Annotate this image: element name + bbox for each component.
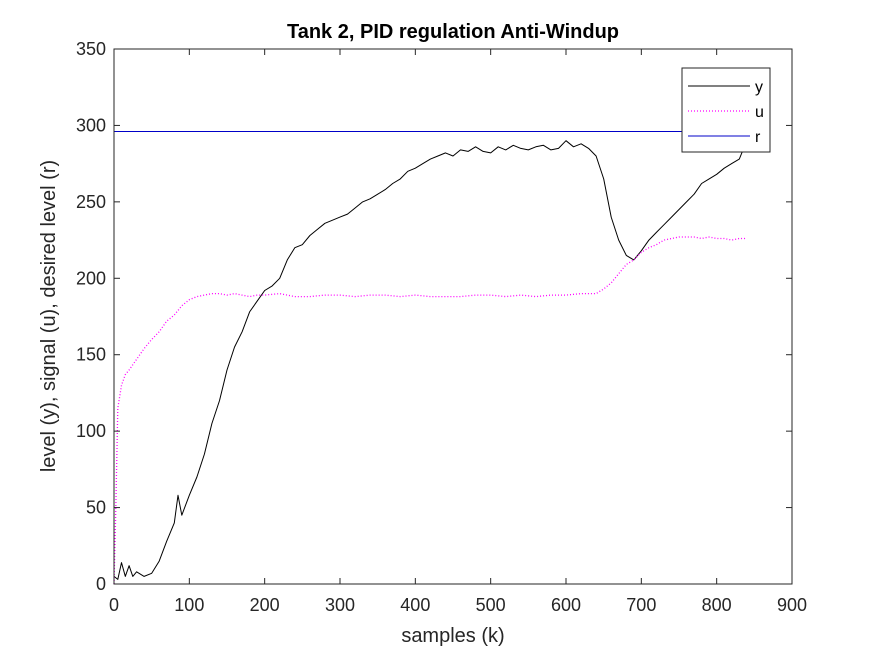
legend-label-r: r bbox=[755, 129, 761, 146]
x-tick-label: 700 bbox=[626, 595, 656, 615]
y-tick-label: 250 bbox=[76, 192, 106, 212]
x-tick-label: 200 bbox=[250, 595, 280, 615]
y-tick-label: 150 bbox=[76, 345, 106, 365]
x-axis-label: samples (k) bbox=[401, 625, 504, 647]
y-tick-label: 300 bbox=[76, 115, 106, 135]
legend-label-y: y bbox=[755, 79, 763, 96]
x-tick-label: 500 bbox=[476, 595, 506, 615]
y-axis: 0 50 100 150 200 250 300 350 bbox=[76, 39, 792, 594]
y-tick-label: 200 bbox=[76, 268, 106, 288]
legend-box bbox=[681, 67, 771, 153]
series-layer bbox=[113, 131, 748, 585]
x-tick-label: 400 bbox=[400, 595, 430, 615]
y-tick-label: 0 bbox=[96, 574, 106, 594]
x-tick-label: 100 bbox=[174, 595, 204, 615]
x-tick-label: 800 bbox=[702, 595, 732, 615]
legend: y u r bbox=[681, 67, 771, 153]
x-axis: 0 100 200 300 400 500 600 700 800 900 bbox=[109, 49, 807, 615]
x-tick-label: 900 bbox=[777, 595, 807, 615]
x-tick-label: 300 bbox=[325, 595, 355, 615]
legend-label-u: u bbox=[755, 104, 764, 121]
chart-title: Tank 2, PID regulation Anti-Windup bbox=[287, 21, 619, 43]
y-tick-label: 100 bbox=[76, 421, 106, 441]
x-tick-label: 600 bbox=[551, 595, 581, 615]
y-tick-label: 350 bbox=[76, 39, 106, 59]
y-axis-label: level (y), signal (u), desired level (r) bbox=[38, 160, 60, 472]
y-tick-label: 50 bbox=[86, 498, 106, 518]
plot-area bbox=[114, 49, 792, 584]
x-tick-label: 0 bbox=[109, 595, 119, 615]
plot-frame bbox=[113, 48, 793, 585]
